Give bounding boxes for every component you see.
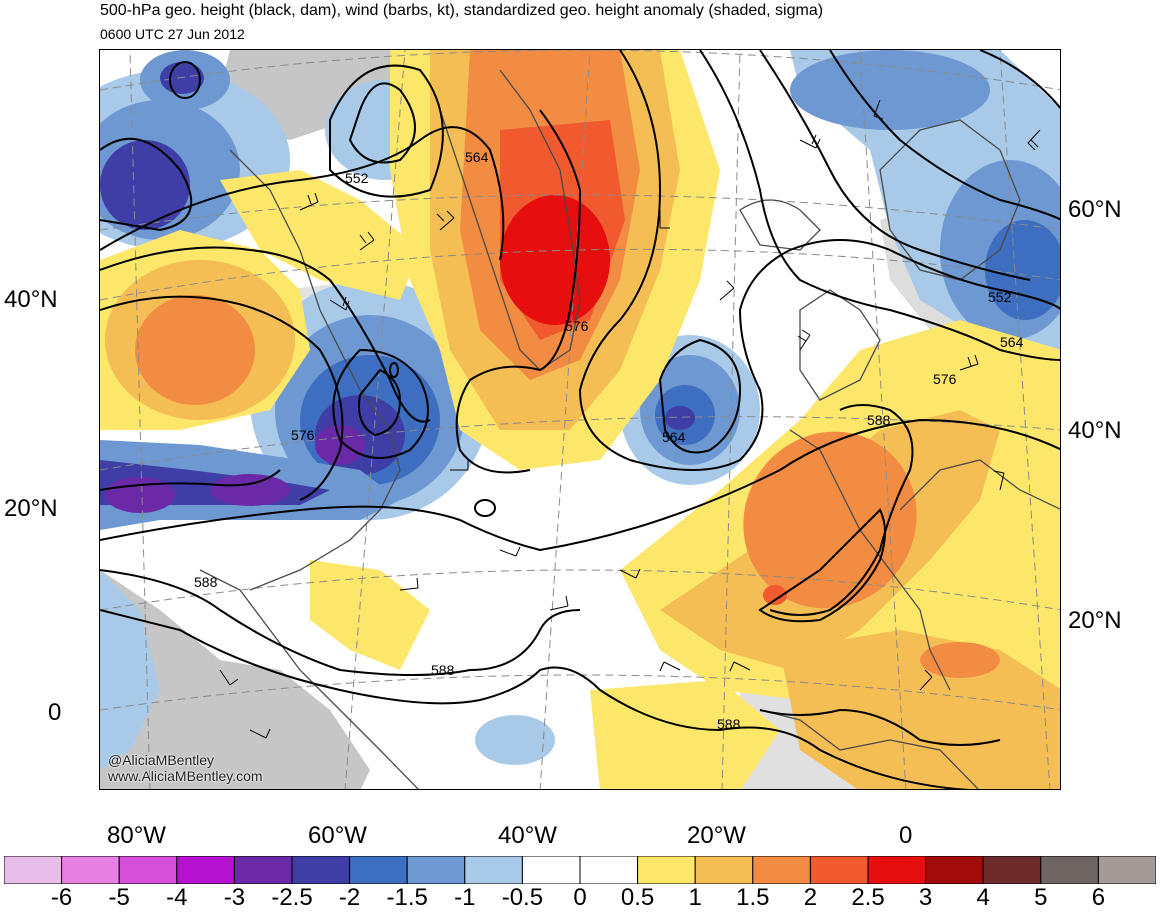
colorbar-swatch	[1097, 856, 1156, 884]
contour-label: 576	[291, 427, 315, 443]
contour-label: 588	[194, 574, 218, 590]
colorbar-tick-label: -0.5	[501, 884, 544, 911]
contour-label: 588	[867, 412, 891, 428]
coastlines	[199, 69, 1060, 789]
colorbar-tick-label: 3	[918, 884, 933, 911]
colorbar-tick-label: -4	[166, 884, 188, 911]
lat-label-right: 60°N	[1068, 196, 1122, 223]
colorbar-tick-label: 1	[688, 884, 702, 911]
colorbar-tick-label: -1	[454, 884, 476, 911]
lon-label: 40°W	[498, 822, 557, 849]
contour-label: 564	[1000, 334, 1024, 350]
credit-website: www.AliciaMBentley.com	[108, 768, 263, 784]
contour-label: 588	[717, 716, 741, 732]
colorbar-swatch	[176, 856, 235, 884]
chart-title: 500-hPa geo. height (black, dam), wind (…	[100, 2, 824, 19]
colorbar-tick-label: 1.5	[736, 884, 770, 911]
contour-label: 552	[988, 289, 1012, 305]
colorbar-swatch	[982, 856, 1042, 884]
colorbar-swatch	[694, 856, 754, 884]
lon-label: 20°W	[687, 822, 746, 849]
positive-anomaly-shading	[100, 50, 1060, 789]
contour-label: 552	[345, 170, 369, 186]
colorbar-tick-label: -2.5	[271, 884, 313, 911]
colorbar-swatch	[349, 856, 408, 884]
credit-handle: @AliciaMBentley	[108, 752, 215, 768]
colorbar-swatch	[579, 856, 639, 884]
contour-label: 576	[565, 318, 589, 334]
colorbar-tick-label: 2	[803, 884, 818, 911]
contour-label-group: 552 564 576 564 588 588 576 564 552 576 …	[194, 149, 1024, 732]
colorbar-tick-label: 2.5	[851, 884, 885, 911]
colorbar-swatch	[637, 856, 696, 884]
lat-label-right: 40°N	[1068, 417, 1122, 444]
colorbar-swatch	[291, 856, 351, 884]
colorbar-swatch	[406, 856, 466, 884]
colorbar-tick-label: 5	[1034, 884, 1048, 911]
colorbar-swatch	[118, 856, 178, 884]
colorbar-tick-label: -5	[108, 884, 130, 911]
map-svg: 552 564 576 564 588 588 576 564 552 576 …	[100, 50, 1060, 789]
colorbar-swatch	[1040, 856, 1099, 884]
lat-label-left: 20°N	[4, 495, 58, 522]
contour-label: 564	[662, 429, 686, 445]
colorbar-swatch	[809, 856, 869, 884]
valid-time: 0600 UTC 27 Jun 2012	[100, 26, 245, 42]
lat-label-left: 40°N	[4, 286, 58, 313]
colorbar-tick-label: 6	[1091, 884, 1106, 911]
colorbar-tick-label: -6	[50, 884, 73, 911]
lon-label: 80°W	[107, 822, 166, 849]
contour-label: 564	[465, 149, 489, 165]
colorbar-swatch	[521, 856, 581, 884]
lon-label: 0	[899, 822, 913, 849]
wind-barbs	[219, 99, 1041, 739]
colorbar-swatch	[233, 856, 293, 884]
colorbar	[4, 856, 1156, 884]
colorbar-swatch	[925, 856, 984, 884]
lon-label: 60°W	[308, 822, 367, 849]
lat-label-right: 20°N	[1068, 607, 1122, 634]
contour-label: 588	[431, 662, 455, 678]
colorbar-tick-label: -2	[338, 884, 361, 911]
colorbar-tick-label: 0.5	[620, 884, 655, 911]
colorbar-tick-label: 0	[573, 884, 587, 911]
height-contours	[100, 50, 1060, 789]
contour-label: 576	[933, 371, 957, 387]
colorbar-tick-label: 4	[976, 884, 990, 911]
colorbar-swatch	[464, 856, 523, 884]
colorbar-tick-label: -1.5	[386, 884, 428, 911]
colorbar-tick-label: -3	[223, 884, 246, 911]
lat-label-left: 0	[48, 699, 62, 726]
map-panel: 552 564 576 564 588 588 576 564 552 576 …	[99, 49, 1061, 790]
colorbar-swatch	[4, 856, 63, 884]
colorbar-swatch	[752, 856, 811, 884]
colorbar-swatch	[867, 856, 927, 884]
colorbar-swatch	[61, 856, 120, 884]
